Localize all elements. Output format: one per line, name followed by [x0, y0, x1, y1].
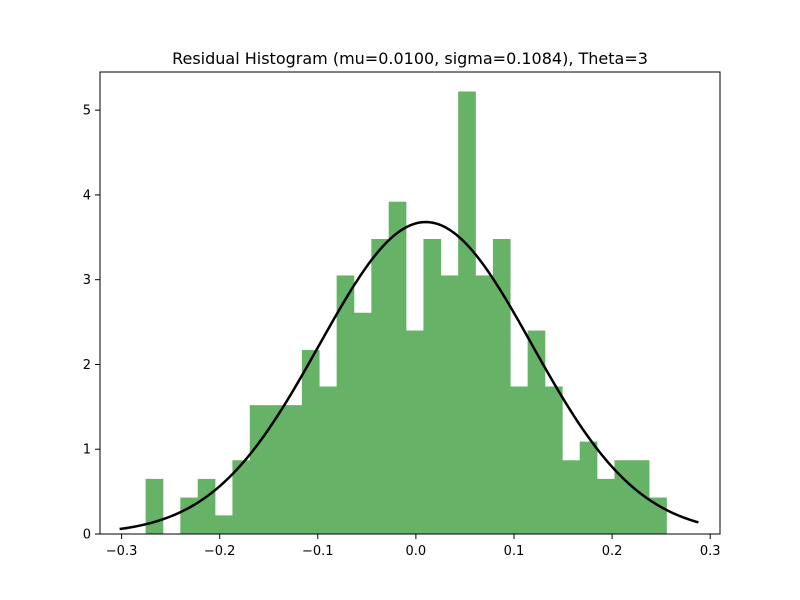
- histogram-bar: [631, 460, 650, 534]
- histogram-bar: [475, 275, 494, 534]
- y-axis-ticks: 0 1 2 3 4 5: [83, 104, 100, 543]
- y-tick-label: 1: [83, 443, 91, 458]
- histogram-bar: [544, 386, 563, 534]
- histogram-bar: [197, 478, 216, 534]
- x-axis-ticks: −0.3 −0.2 −0.1 0.0 0.1 0.2 0.3: [106, 534, 721, 559]
- histogram-bar: [215, 515, 233, 534]
- x-tick-label: 0.2: [602, 544, 623, 559]
- histogram-bar: [284, 405, 303, 534]
- histogram-bar: [562, 460, 581, 534]
- histogram-bar: [649, 497, 667, 534]
- histogram-bar: [597, 478, 615, 534]
- histogram-bar: [371, 238, 390, 534]
- axes-frame: [99, 71, 721, 535]
- histogram-bar: [440, 275, 459, 534]
- histogram-bar: [180, 497, 199, 534]
- histogram-bar: [353, 312, 372, 534]
- y-tick-label: 4: [83, 188, 91, 203]
- histogram-bar: [492, 238, 511, 534]
- chart-title: Residual Histogram (mu=0.0100, sigma=0.1…: [172, 49, 648, 68]
- histogram-bar: [423, 238, 442, 534]
- histogram-bar: [232, 460, 251, 534]
- histogram-bar: [388, 201, 407, 534]
- normal-density-curve: [119, 220, 699, 531]
- histogram-bar: [614, 460, 633, 534]
- histogram-bar: [527, 330, 546, 534]
- histogram-bar: [249, 405, 268, 534]
- histogram-bar: [458, 91, 476, 534]
- x-tick-label: −0.1: [302, 544, 334, 559]
- x-tick-label: 0.3: [700, 544, 721, 559]
- histogram-bar: [579, 441, 598, 534]
- histogram-bars: [145, 91, 667, 534]
- y-tick-label: 2: [83, 358, 91, 373]
- x-tick-label: 0.0: [406, 544, 427, 559]
- x-tick-label: −0.3: [106, 544, 138, 559]
- x-tick-label: 0.1: [504, 544, 525, 559]
- histogram-bar: [301, 350, 320, 534]
- histogram-bar: [406, 330, 424, 534]
- y-tick-label: 5: [83, 104, 91, 119]
- histogram-bar: [267, 405, 285, 534]
- histogram-bar: [319, 386, 337, 534]
- y-tick-label: 3: [83, 273, 91, 288]
- histogram-bar: [145, 478, 164, 534]
- histogram-bar: [510, 386, 528, 534]
- x-tick-label: −0.2: [204, 544, 236, 559]
- histogram-bar: [336, 275, 355, 534]
- y-tick-label: 0: [83, 528, 91, 543]
